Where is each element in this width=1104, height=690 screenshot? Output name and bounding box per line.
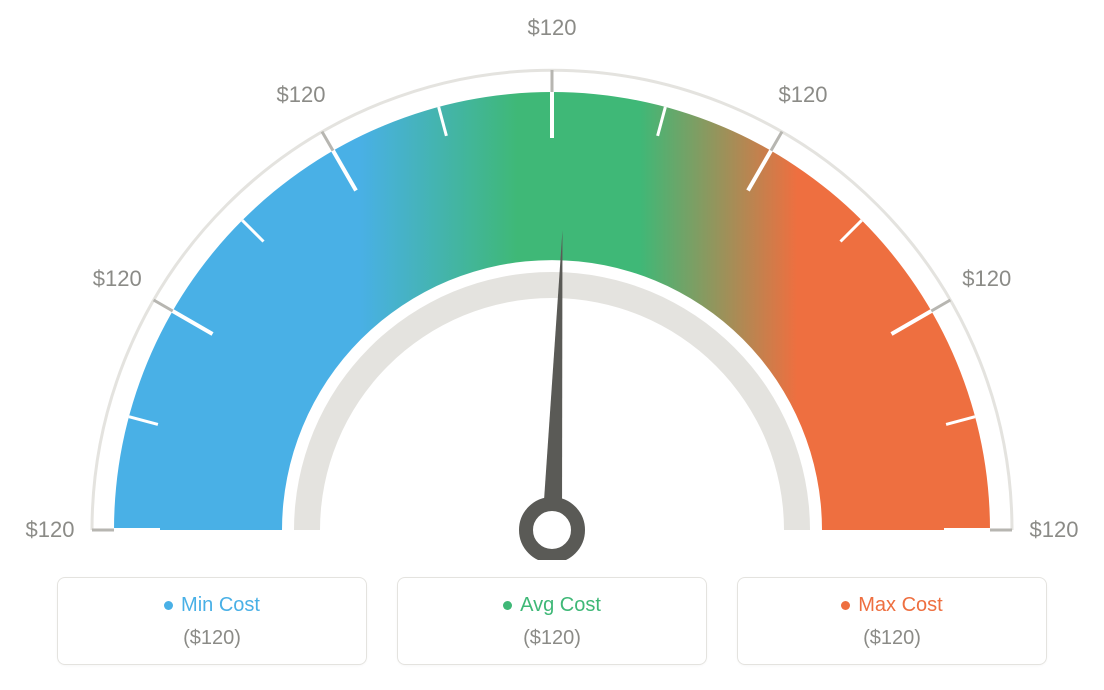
- legend-value-avg: ($120): [416, 627, 688, 650]
- gauge-svg: [0, 0, 1104, 560]
- gauge-tick-label: $120: [277, 82, 326, 108]
- gauge-tick-label: $120: [779, 82, 828, 108]
- legend-title-min: Min Cost: [164, 594, 260, 617]
- legend-label-min: Min Cost: [181, 594, 260, 617]
- legend-dot-max: [841, 601, 850, 610]
- legend-title-avg: Avg Cost: [503, 594, 601, 617]
- gauge-tick-label: $120: [962, 266, 1011, 292]
- gauge-tick-label: $120: [26, 517, 75, 543]
- legend-label-max: Max Cost: [858, 594, 942, 617]
- gauge-tick-label: $120: [528, 15, 577, 41]
- legend-dot-min: [164, 601, 173, 610]
- legend-title-max: Max Cost: [841, 594, 942, 617]
- legend-card-avg: Avg Cost ($120): [397, 577, 707, 665]
- legend-label-avg: Avg Cost: [520, 594, 601, 617]
- gauge-chart: $120 $120 $120 $120 $120 $120 $120: [0, 0, 1104, 560]
- legend-card-max: Max Cost ($120): [737, 577, 1047, 665]
- legend-value-min: ($120): [76, 627, 348, 650]
- gauge-tick-label: $120: [93, 266, 142, 292]
- legend-value-max: ($120): [756, 627, 1028, 650]
- legend-card-min: Min Cost ($120): [57, 577, 367, 665]
- gauge-tick-label: $120: [1030, 517, 1079, 543]
- legend-dot-avg: [503, 601, 512, 610]
- legend-row: Min Cost ($120) Avg Cost ($120) Max Cost…: [0, 577, 1104, 665]
